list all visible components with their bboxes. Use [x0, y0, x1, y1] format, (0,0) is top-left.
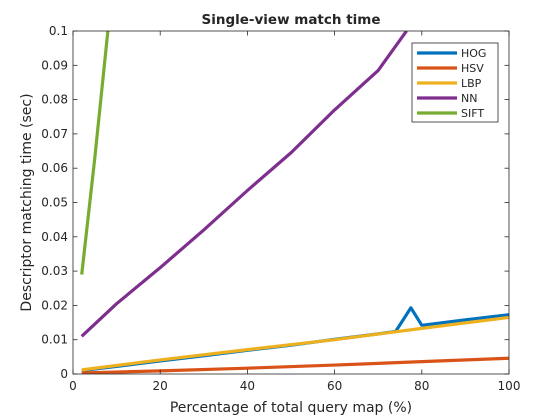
legend: HOG HSV LBP NN SIFT — [411, 42, 499, 123]
series-line-hsv — [81, 356, 509, 374]
legend-label-hsv: HSV — [461, 62, 484, 75]
y-tick-label: 0.06 — [41, 161, 68, 175]
series-group — [80, 31, 509, 374]
x-tick-label: 80 — [414, 379, 429, 393]
y-tick-label: 0.04 — [41, 230, 68, 244]
y-tick-label: 0.07 — [41, 127, 68, 141]
ticks-group: 0 20 40 60 80 100 0 0.01 0.02 0.03 0.04 0.05 0.06 0.0… — [41, 24, 520, 393]
y-tick-label: 0.05 — [41, 196, 68, 210]
x-tick-label: 20 — [153, 379, 168, 393]
x-tick-label: 100 — [498, 379, 521, 393]
series-line-sift — [80, 31, 110, 275]
legend-label-nn: NN — [461, 92, 477, 105]
legend-label-sift: SIFT — [461, 107, 484, 120]
series-line-lbp — [81, 315, 509, 372]
x-tick-label: 40 — [240, 379, 255, 393]
series-line-nn — [80, 31, 408, 338]
y-axis-label: Descriptor matching time (sec) — [19, 93, 35, 311]
y-tick-label: 0.02 — [41, 298, 68, 312]
x-tick-label: 60 — [327, 379, 342, 393]
chart-title: Single-view match time — [201, 12, 380, 28]
x-tick-label: 0 — [69, 379, 77, 393]
y-tick-label: 0.03 — [41, 264, 68, 278]
x-axis-label: Percentage of total query map (%) — [170, 400, 412, 416]
legend-label-lbp: LBP — [461, 77, 482, 90]
y-tick-label: 0 — [60, 367, 68, 381]
y-tick-label: 0.08 — [41, 93, 68, 107]
legend-label-hog: HOG — [461, 47, 486, 60]
y-tick-label: 0.1 — [49, 24, 68, 38]
y-tick-label: 0.01 — [41, 333, 68, 347]
y-tick-label: 0.09 — [41, 58, 68, 72]
